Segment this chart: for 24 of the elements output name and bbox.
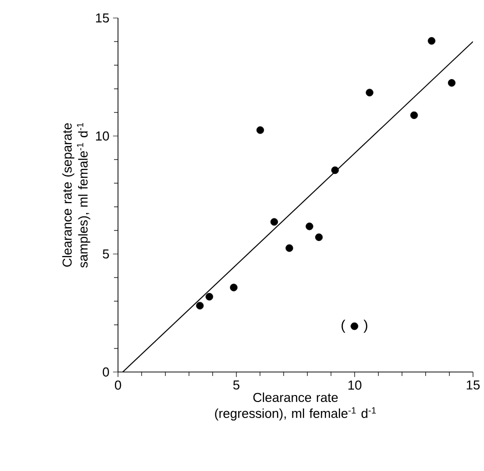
- point: [350, 322, 358, 330]
- point: [366, 88, 374, 96]
- point: [448, 79, 456, 87]
- point: [331, 166, 339, 174]
- point: [256, 126, 264, 134]
- point: [206, 292, 214, 300]
- point: [428, 37, 436, 45]
- y-tick-label: 15: [96, 13, 109, 23]
- y-tick-label: 10: [96, 131, 109, 141]
- y-tick-label: 0: [102, 367, 109, 377]
- x-axis-title: Clearance rate (regression), ml female$^{-1}$ d$^{-1}$: [215, 392, 376, 421]
- point: [315, 233, 323, 242]
- y-tick-label: 5: [102, 249, 109, 259]
- point: [306, 222, 314, 230]
- point: [270, 218, 278, 226]
- point: [196, 302, 204, 310]
- point: [230, 284, 238, 292]
- point: [410, 111, 418, 120]
- x-tick-label: 15: [466, 380, 480, 390]
- point: [286, 244, 294, 252]
- x-tick-label: 0: [114, 380, 122, 390]
- annotation: ( ): [342, 320, 368, 333]
- x-tick-label: 10: [348, 380, 362, 390]
- x-tick-label: 5: [233, 380, 240, 390]
